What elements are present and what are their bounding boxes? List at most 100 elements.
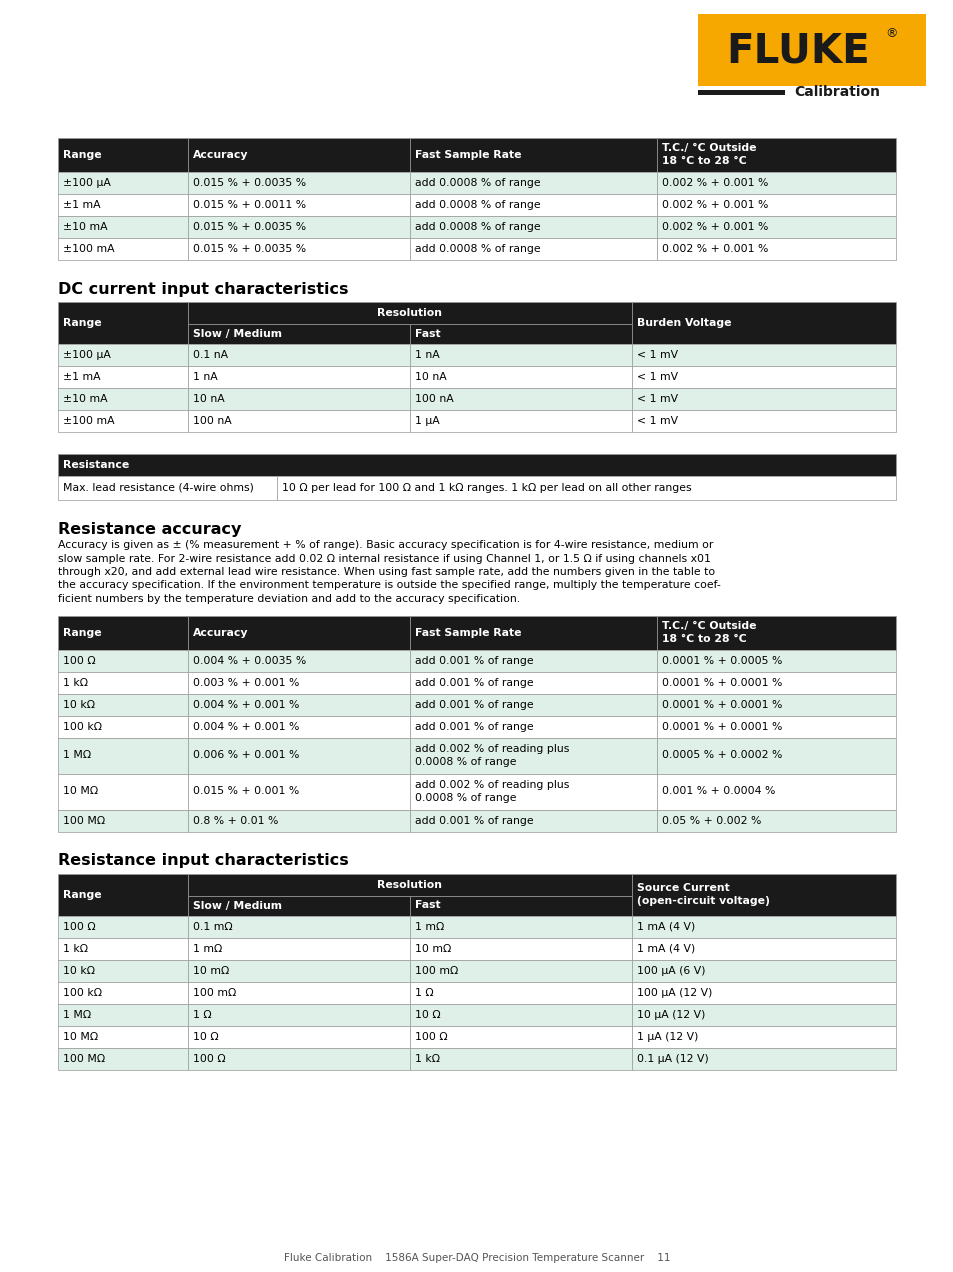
- Text: 1 kΩ: 1 kΩ: [63, 678, 88, 687]
- Bar: [188, 1048, 410, 1070]
- Bar: [188, 874, 632, 895]
- Text: add 0.001 % of range: add 0.001 % of range: [415, 655, 533, 665]
- Bar: [58, 616, 188, 650]
- Text: 100 Ω: 100 Ω: [63, 921, 95, 931]
- Bar: [188, 959, 410, 982]
- Bar: [410, 366, 632, 388]
- Text: Accuracy is given as ± (% measurement + % of range). Basic accuracy specificatio: Accuracy is given as ± (% measurement + …: [58, 541, 713, 550]
- Text: 10 MΩ: 10 MΩ: [63, 1032, 98, 1042]
- Bar: [188, 937, 410, 959]
- Bar: [58, 650, 188, 672]
- Bar: [188, 238, 410, 259]
- Bar: [410, 937, 632, 959]
- Bar: [276, 476, 895, 500]
- Text: 10 Ω: 10 Ω: [415, 1010, 440, 1019]
- Bar: [410, 715, 657, 738]
- Text: Slow / Medium: Slow / Medium: [193, 901, 281, 911]
- Text: 0.004 % + 0.0035 %: 0.004 % + 0.0035 %: [193, 655, 306, 665]
- Text: Range: Range: [63, 627, 102, 637]
- Text: 100 Ω: 100 Ω: [415, 1032, 447, 1042]
- Text: 10 nA: 10 nA: [193, 394, 224, 404]
- Bar: [58, 1048, 188, 1070]
- Bar: [410, 809, 657, 832]
- Bar: [657, 738, 895, 773]
- Bar: [58, 454, 895, 476]
- Bar: [188, 738, 410, 773]
- Text: 0.0008 % of range: 0.0008 % of range: [415, 792, 516, 803]
- Text: 100 MΩ: 100 MΩ: [63, 1053, 105, 1063]
- Bar: [58, 238, 188, 259]
- Bar: [188, 137, 410, 172]
- Text: Resolution: Resolution: [377, 308, 442, 318]
- Bar: [410, 982, 632, 1004]
- Text: 0.05 % + 0.002 %: 0.05 % + 0.002 %: [661, 815, 760, 826]
- Text: Calibration: Calibration: [793, 85, 879, 99]
- Bar: [58, 172, 188, 195]
- Bar: [58, 937, 188, 959]
- Text: 1 mΩ: 1 mΩ: [415, 921, 444, 931]
- Bar: [657, 693, 895, 715]
- Text: Burden Voltage: Burden Voltage: [637, 318, 731, 328]
- Bar: [410, 895, 632, 916]
- Bar: [410, 216, 657, 238]
- Bar: [58, 959, 188, 982]
- Text: add 0.002 % of reading plus: add 0.002 % of reading plus: [415, 744, 569, 754]
- Text: 0.004 % + 0.001 %: 0.004 % + 0.001 %: [193, 721, 299, 731]
- Text: 0.0005 % + 0.0002 %: 0.0005 % + 0.0002 %: [661, 750, 781, 761]
- Bar: [188, 216, 410, 238]
- Bar: [632, 874, 895, 916]
- Text: T.C./ °C Outside: T.C./ °C Outside: [661, 621, 756, 631]
- Text: 0.002 % + 0.001 %: 0.002 % + 0.001 %: [661, 200, 768, 210]
- Bar: [58, 693, 188, 715]
- Bar: [58, 366, 188, 388]
- Bar: [188, 172, 410, 195]
- Bar: [410, 388, 632, 410]
- Bar: [632, 410, 895, 432]
- Bar: [657, 195, 895, 216]
- Text: Accuracy: Accuracy: [193, 627, 248, 637]
- Bar: [632, 1048, 895, 1070]
- Bar: [188, 388, 410, 410]
- Bar: [410, 650, 657, 672]
- Text: 0.1 μA (12 V): 0.1 μA (12 V): [637, 1053, 708, 1063]
- Text: ±100 μA: ±100 μA: [63, 350, 111, 360]
- Text: ±100 mA: ±100 mA: [63, 244, 114, 254]
- Text: Fluke Calibration    1586A Super-DAQ Precision Temperature Scanner    11: Fluke Calibration 1586A Super-DAQ Precis…: [283, 1253, 670, 1263]
- Text: Fast Sample Rate: Fast Sample Rate: [415, 150, 521, 160]
- Text: 100 mΩ: 100 mΩ: [193, 987, 236, 997]
- Text: Accuracy: Accuracy: [193, 150, 248, 160]
- Text: < 1 mV: < 1 mV: [637, 371, 678, 382]
- Bar: [657, 172, 895, 195]
- Bar: [410, 195, 657, 216]
- Text: (open-circuit voltage): (open-circuit voltage): [637, 895, 769, 906]
- Text: 0.015 % + 0.001 %: 0.015 % + 0.001 %: [193, 786, 299, 796]
- Bar: [632, 366, 895, 388]
- Bar: [410, 959, 632, 982]
- Text: add 0.001 % of range: add 0.001 % of range: [415, 700, 533, 710]
- Text: 0.004 % + 0.001 %: 0.004 % + 0.001 %: [193, 700, 299, 710]
- Text: 0.002 % + 0.001 %: 0.002 % + 0.001 %: [661, 223, 768, 232]
- Bar: [698, 90, 783, 95]
- Text: 1 nA: 1 nA: [415, 350, 439, 360]
- Text: 10 kΩ: 10 kΩ: [63, 700, 95, 710]
- Text: Resistance input characteristics: Resistance input characteristics: [58, 854, 349, 869]
- Bar: [188, 895, 410, 916]
- Text: 1 mΩ: 1 mΩ: [193, 944, 222, 954]
- Bar: [58, 410, 188, 432]
- Text: 1 kΩ: 1 kΩ: [63, 944, 88, 954]
- Bar: [410, 916, 632, 937]
- Text: Resistance: Resistance: [63, 460, 129, 469]
- Text: 10 kΩ: 10 kΩ: [63, 965, 95, 976]
- Bar: [632, 916, 895, 937]
- Text: 1 Ω: 1 Ω: [415, 987, 433, 997]
- Bar: [188, 1004, 410, 1025]
- Bar: [58, 1004, 188, 1025]
- Text: ±10 mA: ±10 mA: [63, 223, 108, 232]
- Bar: [632, 982, 895, 1004]
- Bar: [632, 1025, 895, 1048]
- Text: 0.0001 % + 0.0001 %: 0.0001 % + 0.0001 %: [661, 678, 781, 687]
- Text: 18 °C to 28 °C: 18 °C to 28 °C: [661, 633, 746, 644]
- Text: 100 kΩ: 100 kΩ: [63, 721, 102, 731]
- Bar: [657, 137, 895, 172]
- Text: 0.0008 % of range: 0.0008 % of range: [415, 757, 516, 767]
